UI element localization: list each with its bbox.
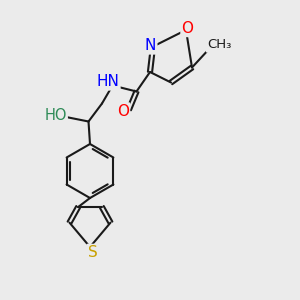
Text: N: N xyxy=(145,38,156,53)
Text: S: S xyxy=(88,245,97,260)
Text: HO: HO xyxy=(44,108,67,123)
Text: O: O xyxy=(117,103,129,118)
Text: HN: HN xyxy=(97,74,119,89)
Text: O: O xyxy=(182,21,194,36)
Text: CH₃: CH₃ xyxy=(207,38,231,52)
